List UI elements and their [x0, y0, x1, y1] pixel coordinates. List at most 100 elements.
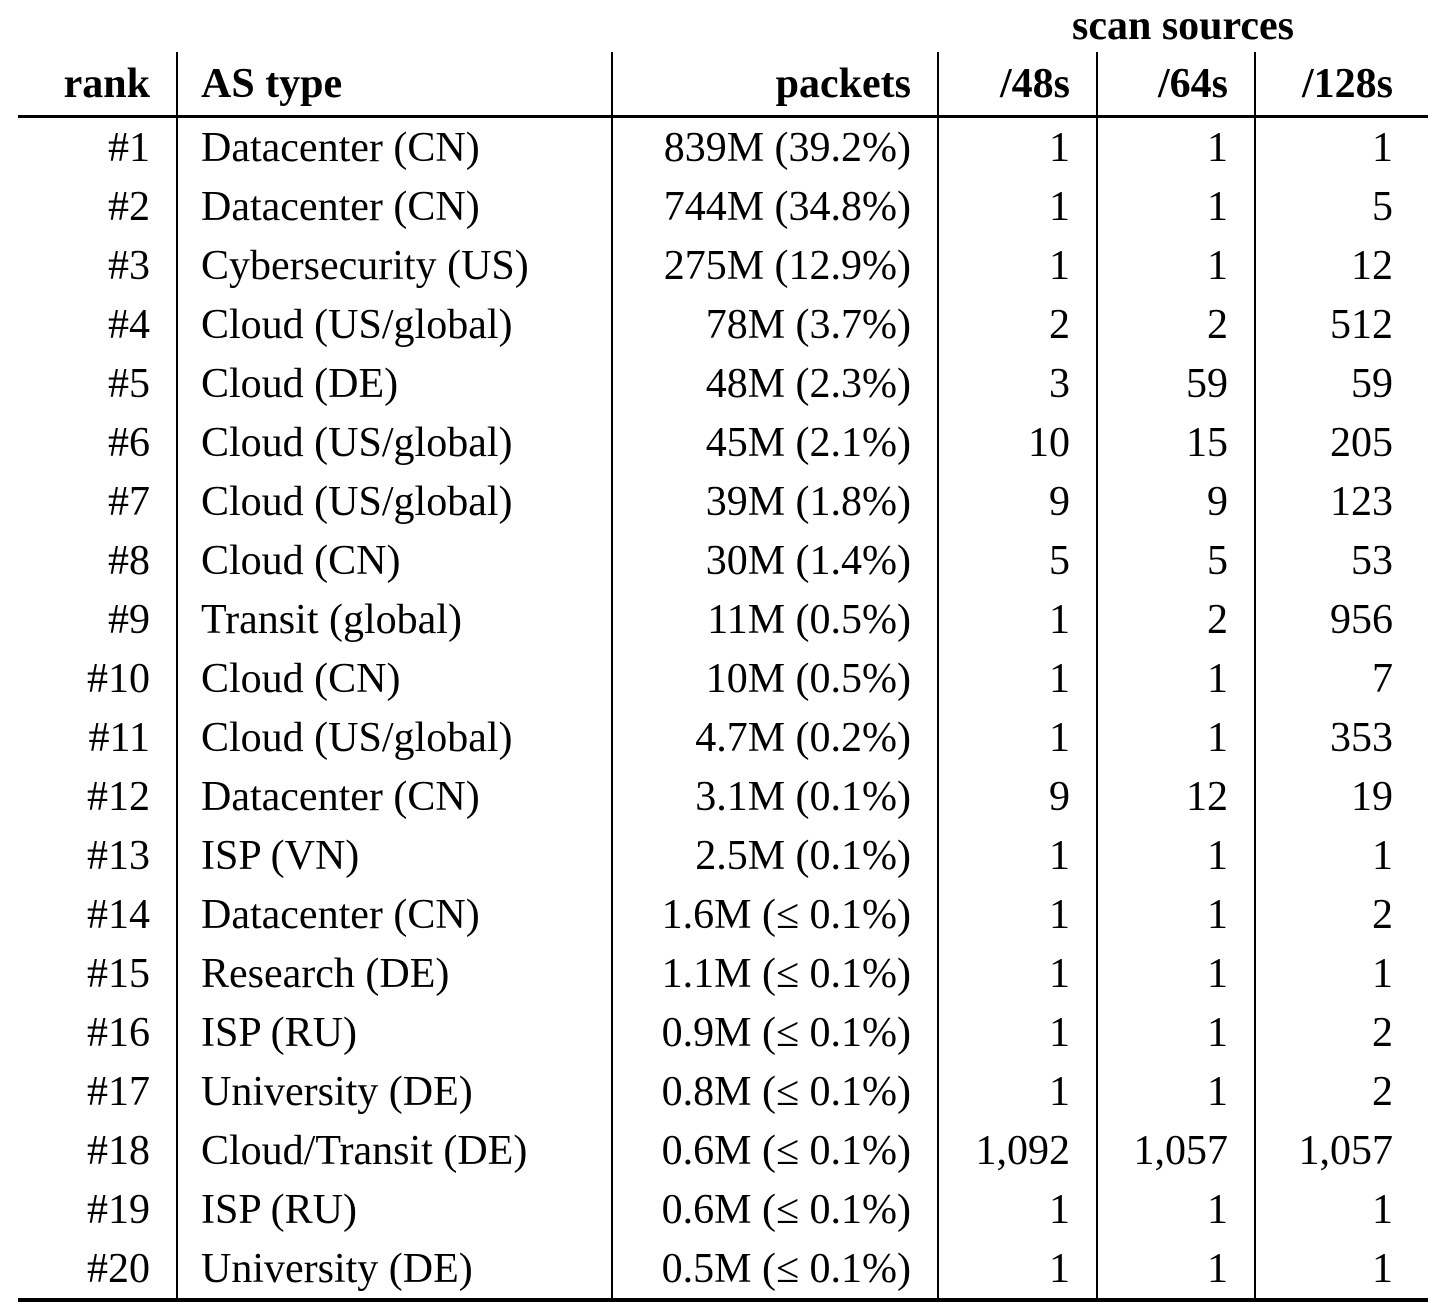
cell-rank: #12 — [18, 767, 178, 826]
cell-packets: 3.1M (0.1%) — [612, 767, 939, 826]
cell-packets: 839M (39.2%) — [612, 116, 939, 177]
col-header-64s: /64s — [1097, 52, 1256, 118]
table-row: #20 University (DE) 0.5M (≤ 0.1%) 1 1 1 — [18, 1239, 1429, 1302]
table-row: #5 Cloud (DE) 48M (2.3%) 3 59 59 — [18, 354, 1428, 413]
cell-rank: #18 — [18, 1121, 178, 1180]
cell-rank: #10 — [18, 649, 178, 708]
cell-128s: 1 — [1372, 832, 1394, 879]
cell-48s: 1 — [938, 236, 1098, 295]
cell-128s: 1 — [1255, 1239, 1429, 1302]
table-row: #1 Datacenter (CN) 839M (39.2%) 1 1 1 — [18, 116, 1428, 177]
cell-as-type: Cloud/Transit (DE) — [177, 1121, 613, 1180]
table-row: #18 Cloud/Transit (DE) 0.6M (≤ 0.1%) 1,0… — [18, 1121, 1428, 1180]
cell-64s: 1 — [1097, 1003, 1256, 1062]
cell-48s: 1 — [938, 590, 1098, 649]
cell-packets: 0.6M (≤ 0.1%) — [612, 1121, 939, 1180]
cell-64s: 1 — [1097, 944, 1256, 1003]
table-row: #14 Datacenter (CN) 1.6M (≤ 0.1%) 1 1 2 — [18, 885, 1428, 944]
cell-64s: 1 — [1097, 1180, 1256, 1239]
table-row: #10 Cloud (CN) 10M (0.5%) 1 1 7 — [18, 649, 1428, 708]
cell-48s: 1 — [938, 826, 1098, 885]
cell-rank: #15 — [18, 944, 178, 1003]
cell-128s: 2 — [1372, 891, 1394, 938]
table-row: #3 Cybersecurity (US) 275M (12.9%) 1 1 1… — [18, 236, 1428, 295]
cell-rank: #5 — [18, 354, 178, 413]
cell-packets: 0.9M (≤ 0.1%) — [612, 1003, 939, 1062]
cell-as-type: Cloud (DE) — [177, 354, 613, 413]
cell-packets: 45M (2.1%) — [612, 413, 939, 472]
cell-48s: 3 — [938, 354, 1098, 413]
col-header-rank: rank — [18, 52, 178, 118]
cell-rank: #1 — [18, 116, 178, 177]
cell-64s: 2 — [1097, 590, 1256, 649]
cell-48s: 1 — [938, 1003, 1098, 1062]
scan-sources-table: scan sources rank AS type packets /48s /… — [18, 0, 1429, 1302]
cell-packets: 39M (1.8%) — [612, 472, 939, 531]
cell-rank: #17 — [18, 1062, 178, 1121]
cell-as-type: University (DE) — [177, 1062, 613, 1121]
table-row: #11 Cloud (US/global) 4.7M (0.2%) 1 1 35… — [18, 708, 1428, 767]
cell-packets: 275M (12.9%) — [612, 236, 939, 295]
cell-packets: 10M (0.5%) — [612, 649, 939, 708]
cell-48s: 9 — [938, 472, 1098, 531]
table-row: #7 Cloud (US/global) 39M (1.8%) 9 9 123 — [18, 472, 1428, 531]
cell-64s: 1 — [1097, 826, 1256, 885]
table-row: #17 University (DE) 0.8M (≤ 0.1%) 1 1 2 — [18, 1062, 1428, 1121]
cell-48s: 5 — [938, 531, 1098, 590]
cell-as-type: Cloud (US/global) — [177, 708, 613, 767]
cell-as-type: Cloud (CN) — [177, 649, 613, 708]
cell-128s: 353 — [1330, 714, 1394, 761]
cell-64s: 9 — [1097, 472, 1256, 531]
cell-64s: 5 — [1097, 531, 1256, 590]
table-row: #12 Datacenter (CN) 3.1M (0.1%) 9 12 19 — [18, 767, 1428, 826]
spanner-spacer — [18, 0, 938, 52]
cell-rank: #7 — [18, 472, 178, 531]
cell-48s: 1 — [938, 116, 1098, 177]
cell-48s: 1,092 — [938, 1121, 1098, 1180]
cell-as-type: Datacenter (CN) — [177, 116, 613, 177]
cell-64s: 1,057 — [1097, 1121, 1256, 1180]
cell-128s: 12 — [1351, 242, 1394, 289]
table-row: #13 ISP (VN) 2.5M (0.1%) 1 1 1 — [18, 826, 1428, 885]
cell-48s: 2 — [938, 295, 1098, 354]
cell-as-type: Research (DE) — [177, 944, 613, 1003]
spanner-row: scan sources — [18, 0, 1428, 52]
cell-packets: 4.7M (0.2%) — [612, 708, 939, 767]
cell-rank: #13 — [18, 826, 178, 885]
cell-as-type: Cybersecurity (US) — [177, 236, 613, 295]
cell-128s: 59 — [1351, 360, 1394, 407]
cell-as-type: Cloud (US/global) — [177, 413, 613, 472]
cell-128s: 2 — [1372, 1009, 1394, 1056]
cell-64s: 59 — [1097, 354, 1256, 413]
cell-64s: 1 — [1097, 236, 1256, 295]
cell-as-type: Datacenter (CN) — [177, 885, 613, 944]
cell-as-type: ISP (RU) — [177, 1003, 613, 1062]
cell-48s: 9 — [938, 767, 1098, 826]
cell-rank: #6 — [18, 413, 178, 472]
cell-packets: 2.5M (0.1%) — [612, 826, 939, 885]
table-row: #2 Datacenter (CN) 744M (34.8%) 1 1 5 — [18, 177, 1428, 236]
cell-128s: 2 — [1372, 1068, 1394, 1115]
cell-64s: 1 — [1097, 116, 1256, 177]
cell-packets: 0.8M (≤ 0.1%) — [612, 1062, 939, 1121]
table-row: #19 ISP (RU) 0.6M (≤ 0.1%) 1 1 1 — [18, 1180, 1428, 1239]
cell-48s: 1 — [938, 177, 1098, 236]
cell-64s: 12 — [1097, 767, 1256, 826]
cell-48s: 1 — [938, 885, 1098, 944]
cell-as-type: Cloud (US/global) — [177, 295, 613, 354]
cell-128s: 5 — [1372, 183, 1394, 230]
header-row: rank AS type packets /48s /64s /128s — [18, 52, 1429, 118]
table-row: #8 Cloud (CN) 30M (1.4%) 5 5 53 — [18, 531, 1428, 590]
cell-rank: #20 — [18, 1239, 178, 1302]
cell-64s: 1 — [1097, 177, 1256, 236]
cell-48s: 1 — [938, 1062, 1098, 1121]
cell-packets: 1.6M (≤ 0.1%) — [612, 885, 939, 944]
table-row: #16 ISP (RU) 0.9M (≤ 0.1%) 1 1 2 — [18, 1003, 1428, 1062]
cell-128s: 1 — [1372, 1186, 1394, 1233]
cell-48s: 1 — [938, 1239, 1098, 1302]
cell-packets: 78M (3.7%) — [612, 295, 939, 354]
cell-as-type: Datacenter (CN) — [177, 177, 613, 236]
cell-64s: 1 — [1097, 1239, 1256, 1302]
cell-as-type: Datacenter (CN) — [177, 767, 613, 826]
cell-64s: 1 — [1097, 708, 1256, 767]
